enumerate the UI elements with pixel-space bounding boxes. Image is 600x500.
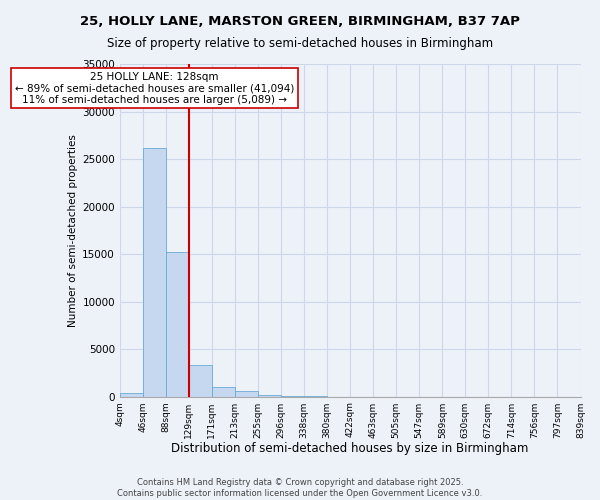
Bar	[258, 394, 281, 396]
Bar	[235, 392, 258, 396]
X-axis label: Distribution of semi-detached houses by size in Birmingham: Distribution of semi-detached houses by …	[172, 442, 529, 455]
Bar	[189, 365, 212, 396]
Text: Size of property relative to semi-detached houses in Birmingham: Size of property relative to semi-detach…	[107, 38, 493, 51]
Bar	[143, 148, 166, 396]
Bar	[120, 393, 143, 396]
Text: 25, HOLLY LANE, MARSTON GREEN, BIRMINGHAM, B37 7AP: 25, HOLLY LANE, MARSTON GREEN, BIRMINGHA…	[80, 15, 520, 28]
Y-axis label: Number of semi-detached properties: Number of semi-detached properties	[68, 134, 78, 326]
Text: Contains HM Land Registry data © Crown copyright and database right 2025.
Contai: Contains HM Land Registry data © Crown c…	[118, 478, 482, 498]
Bar	[212, 386, 235, 396]
Bar	[166, 252, 189, 396]
Text: 25 HOLLY LANE: 128sqm
← 89% of semi-detached houses are smaller (41,094)
11% of : 25 HOLLY LANE: 128sqm ← 89% of semi-deta…	[14, 72, 294, 105]
